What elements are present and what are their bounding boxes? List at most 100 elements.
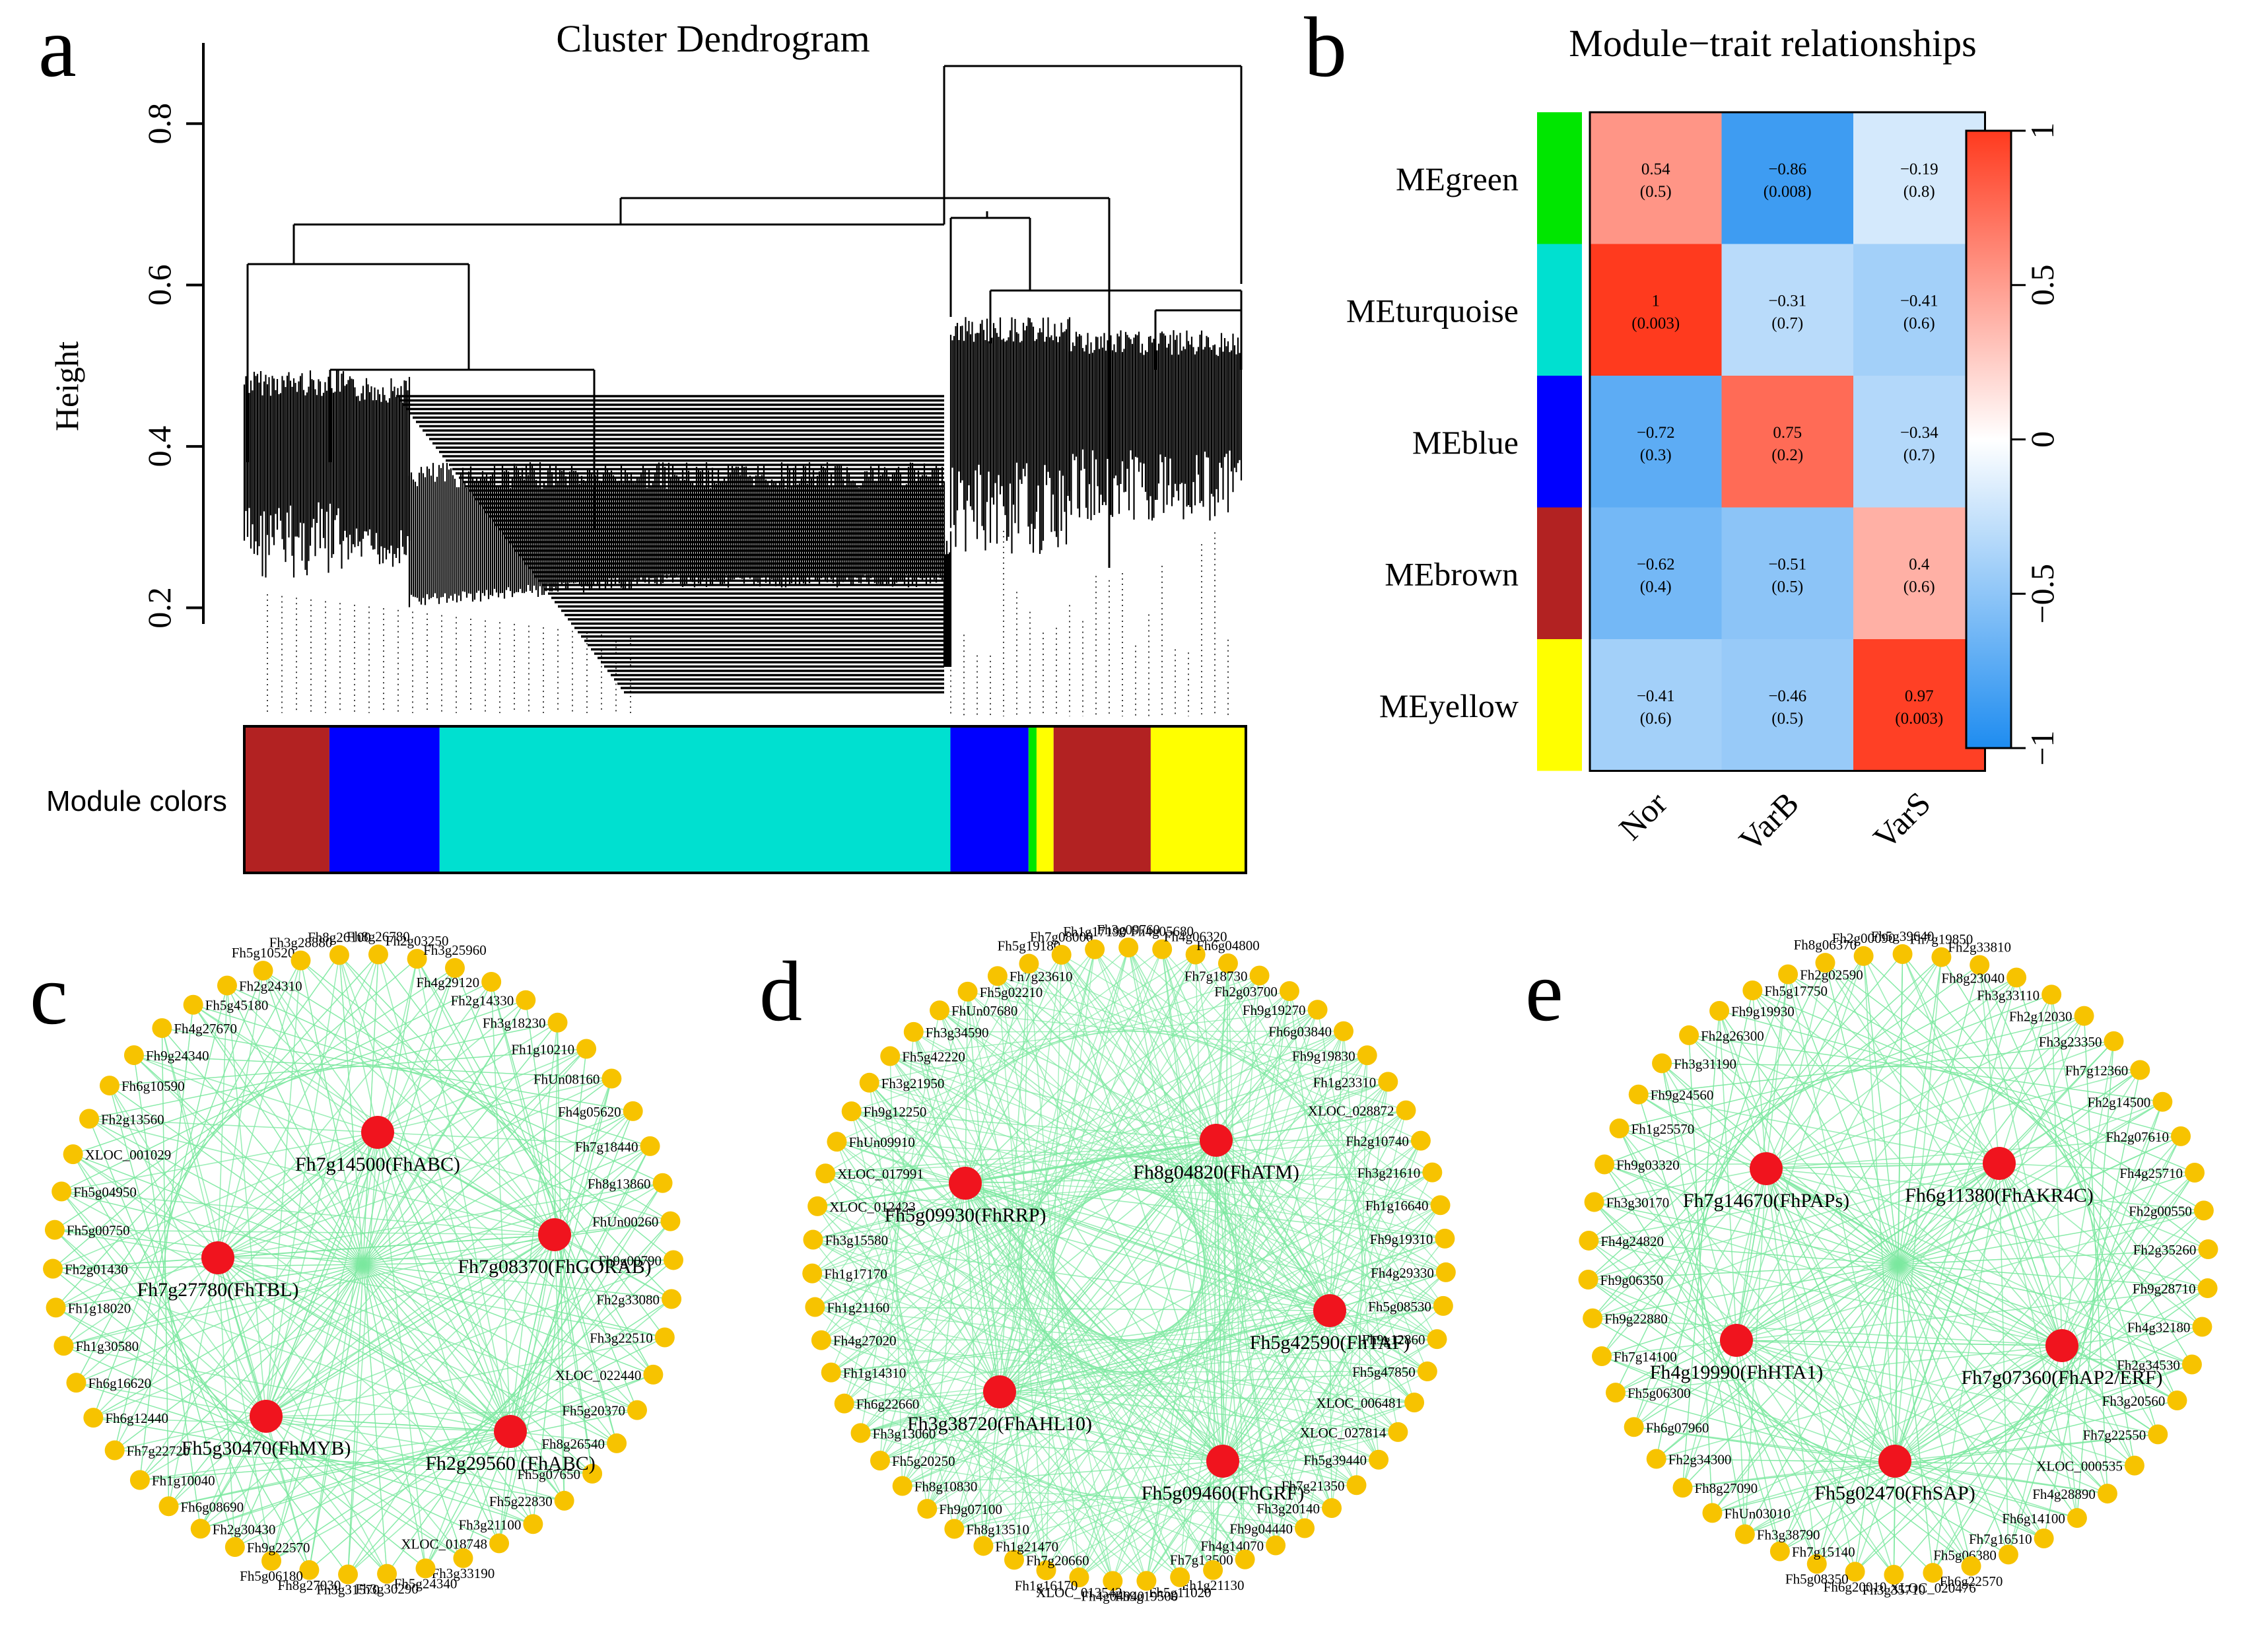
network-edge: [1765, 1168, 1896, 1462]
cell-pvalue: (0.008): [1764, 183, 1812, 201]
gene-node: [1435, 1228, 1455, 1249]
network-edge: [967, 991, 1080, 1578]
gene-node: [2184, 1163, 2205, 1183]
network-edge: [226, 984, 663, 1184]
gene-node-label: Fh6g10590: [121, 1078, 185, 1094]
network-edge: [265, 1416, 593, 1474]
gene-node-label: Fh2g14500: [2088, 1095, 2151, 1111]
gene-node-label: XLOC_006481: [1316, 1395, 1402, 1411]
gene-node: [444, 958, 465, 979]
network-edge: [510, 1298, 672, 1432]
gene-node: [1410, 1130, 1431, 1151]
network-edge: [425, 1431, 511, 1569]
network-edge: [1046, 1371, 1428, 1571]
gene-node: [1051, 945, 1072, 965]
network-edge: [54, 1229, 388, 1575]
network-edge: [1045, 1082, 1388, 1571]
gene-node: [66, 1373, 86, 1393]
network-edge: [851, 1111, 1441, 1206]
row-color-swatch: [1537, 112, 1582, 244]
gene-node-label: Fh8g23040: [1941, 970, 2005, 986]
gene-node: [660, 1211, 681, 1231]
network-edge: [1712, 1461, 1896, 1514]
row-color-swatch: [1537, 507, 1582, 639]
network-edge: [817, 1206, 1000, 1393]
network-edge: [1013, 1110, 1407, 1560]
gene-node: [299, 1560, 320, 1580]
gene-node: [1702, 1503, 1723, 1523]
gene-node-label: Fh8g26780: [347, 929, 410, 945]
network-edge: [1329, 1140, 1422, 1311]
gene-node: [1624, 1417, 1644, 1437]
network-edge: [889, 1056, 1181, 1578]
hub-node: [949, 1167, 982, 1200]
gene-node-label: Fh7g13500: [1170, 1552, 1233, 1568]
network-edge: [226, 985, 267, 1417]
network-edge: [161, 1027, 219, 1258]
gene-node-label: Fh6g03840: [1268, 1024, 1332, 1040]
gene-node: [850, 1423, 871, 1443]
network-edge: [879, 1031, 914, 1461]
network-edge: [1331, 1082, 1388, 1509]
network-edge: [1112, 1461, 1223, 1581]
network-edge: [133, 1054, 378, 1133]
gene-node: [1279, 981, 1299, 1002]
network-edge: [965, 954, 1196, 1184]
network-edge: [837, 1141, 1433, 1173]
heatmap-cell: [1853, 112, 1985, 244]
colorbar-tick-label: 1: [2024, 123, 2061, 139]
network-edge: [999, 1391, 1047, 1571]
gene-node: [51, 1181, 72, 1202]
gene-node: [1605, 1383, 1626, 1403]
gene-node-label: Fh7g18730: [1184, 969, 1248, 984]
network-edge: [1661, 1063, 1746, 1534]
cell-value: −0.41: [1637, 687, 1675, 705]
gene-node-label: Fh1g16170: [1015, 1577, 1078, 1593]
network-edge: [1222, 1461, 1276, 1546]
network-edge: [2061, 1041, 2115, 1346]
gene-node-label: Fh5g02210: [980, 984, 1043, 1000]
gene-node-label: Fh1g10210: [511, 1042, 574, 1058]
network-edge: [1195, 954, 1444, 1307]
gene-node: [1584, 1192, 1604, 1212]
gene-node: [663, 1250, 683, 1270]
network-edge: [851, 1111, 1223, 1462]
colorbar-tick-label: 0.5: [2024, 265, 2061, 306]
network-edge: [1825, 962, 2209, 1250]
network-edge: [939, 1010, 1113, 1581]
network-edge: [1146, 1310, 1330, 1581]
network-edge: [1216, 1140, 1447, 1273]
network-edge: [262, 970, 378, 1133]
network-edge: [2008, 1345, 2063, 1555]
network-edge: [1592, 1163, 2000, 1319]
gene-node: [1970, 955, 1990, 975]
gene-node-label: Fh8g13860: [588, 1176, 651, 1192]
network-edge: [851, 975, 1260, 1112]
gene-node: [892, 1476, 912, 1496]
gene-node: [554, 1490, 574, 1511]
network-edge: [1736, 1163, 2000, 1341]
gene-node-label: Fh9g03320: [1616, 1157, 1680, 1173]
network-edge: [997, 975, 1406, 1111]
network-edge: [902, 1461, 1223, 1487]
network-edge: [889, 1056, 1223, 1462]
network-edge: [1588, 1240, 1933, 1573]
network-edge: [953, 1310, 1330, 1530]
gene-node-label: Fh4g05680: [1130, 924, 1194, 940]
gene-node: [1249, 965, 1270, 986]
network-edge: [1787, 974, 2000, 1164]
cell-value: −0.31: [1768, 292, 1806, 310]
heatmap-cell: [1853, 244, 1985, 376]
network-edge: [1736, 1340, 2063, 1346]
network-edge: [1765, 1168, 2208, 1289]
gene-node: [1085, 939, 1105, 959]
network-edge: [1329, 1055, 1368, 1311]
network-edge: [109, 1085, 267, 1417]
network-edge: [1216, 1140, 1223, 1462]
network-edge: [1289, 990, 1415, 1403]
network-edge: [1894, 1461, 2078, 1519]
gene-node-label: Fh2g00090: [1832, 930, 1896, 946]
gene-node: [827, 1132, 847, 1152]
network-edge: [831, 975, 998, 1373]
network-edge: [811, 949, 1095, 1274]
